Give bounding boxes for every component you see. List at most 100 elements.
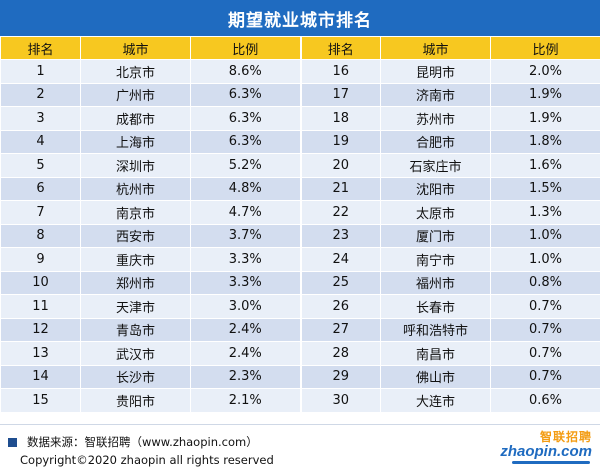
rank-cell: 5 — [0, 153, 81, 178]
table-row: 5 深圳市 5.2% 20 石家庄市 1.6% — [0, 153, 600, 178]
table-header-row: 排名 城市 比例 排名 城市 比例 — [0, 36, 600, 60]
rank-cell: 20 — [299, 153, 381, 178]
bullet-square-icon — [8, 437, 17, 447]
ratio-cell: 1.0% — [490, 247, 600, 272]
rank-cell: 15 — [0, 388, 81, 413]
rank-cell: 11 — [0, 294, 81, 319]
ratio-cell: 2.4% — [190, 341, 301, 366]
ratio-cell: 1.3% — [490, 200, 600, 225]
header-rank: 排名 — [0, 36, 81, 60]
rank-cell: 27 — [299, 317, 381, 342]
city-cell: 石家庄市 — [380, 153, 491, 178]
city-cell: 太原市 — [380, 200, 491, 225]
ratio-cell: 6.3% — [190, 129, 301, 154]
city-cell: 苏州市 — [380, 106, 491, 131]
rank-cell: 25 — [299, 270, 381, 295]
ratio-cell: 0.6% — [490, 388, 600, 413]
rank-cell: 29 — [299, 364, 381, 389]
city-cell: 杭州市 — [80, 176, 191, 201]
ratio-cell: 6.3% — [190, 106, 301, 131]
city-cell: 上海市 — [80, 129, 191, 154]
table-row: 15 贵阳市 2.1% 30 大连市 0.6% — [0, 388, 600, 413]
header-ratio: 比例 — [190, 36, 301, 60]
city-cell: 北京市 — [80, 59, 191, 84]
city-cell: 呼和浩特市 — [380, 317, 491, 342]
ratio-cell: 1.6% — [490, 153, 600, 178]
city-cell: 佛山市 — [380, 364, 491, 389]
zhaopin-logo: 智联招聘 zhaopin.com — [500, 428, 592, 466]
city-cell: 厦门市 — [380, 223, 491, 248]
rank-cell: 2 — [0, 82, 81, 107]
ratio-cell: 4.8% — [190, 176, 301, 201]
city-cell: 福州市 — [380, 270, 491, 295]
ratio-cell: 0.7% — [490, 317, 600, 342]
city-cell: 合肥市 — [380, 129, 491, 154]
logo-cn-text: 智联招聘 — [539, 430, 592, 444]
header-city: 城市 — [80, 36, 191, 60]
rank-cell: 19 — [299, 129, 381, 154]
ratio-cell: 6.3% — [190, 82, 301, 107]
logo-swoosh-icon — [512, 461, 590, 464]
ratio-cell: 3.3% — [190, 270, 301, 295]
city-cell: 天津市 — [80, 294, 191, 319]
city-cell: 沈阳市 — [380, 176, 491, 201]
city-cell: 南昌市 — [380, 341, 491, 366]
rank-cell: 7 — [0, 200, 81, 225]
ratio-cell: 2.1% — [190, 388, 301, 413]
ratio-cell: 0.7% — [490, 364, 600, 389]
table-row: 14 长沙市 2.3% 29 佛山市 0.7% — [0, 364, 600, 389]
header-city: 城市 — [380, 36, 491, 60]
rank-cell: 3 — [0, 106, 81, 131]
city-cell: 贵阳市 — [80, 388, 191, 413]
rank-cell: 28 — [299, 341, 381, 366]
ratio-cell: 1.8% — [490, 129, 600, 154]
city-cell: 西安市 — [80, 223, 191, 248]
table-row: 13 武汉市 2.4% 28 南昌市 0.7% — [0, 341, 600, 366]
header-ratio: 比例 — [490, 36, 600, 60]
data-source: 数据来源：智联招聘（www.zhaopin.com） — [8, 434, 258, 450]
rank-cell: 18 — [299, 106, 381, 131]
page-title: 期望就业城市排名 — [0, 0, 600, 36]
rank-cell: 22 — [299, 200, 381, 225]
city-cell: 广州市 — [80, 82, 191, 107]
rank-cell: 9 — [0, 247, 81, 272]
table-row: 10 郑州市 3.3% 25 福州市 0.8% — [0, 270, 600, 295]
rank-cell: 21 — [299, 176, 381, 201]
table-row: 6 杭州市 4.8% 21 沈阳市 1.5% — [0, 176, 600, 201]
copyright-text: Copyright©2020 zhaopin all rights reserv… — [20, 453, 274, 467]
ratio-cell: 1.5% — [490, 176, 600, 201]
data-source-text: 数据来源：智联招聘（www.zhaopin.com） — [27, 435, 258, 449]
table-row: 12 青岛市 2.4% 27 呼和浩特市 0.7% — [0, 317, 600, 342]
rank-cell: 16 — [299, 59, 381, 84]
ratio-cell: 2.4% — [190, 317, 301, 342]
rank-cell: 8 — [0, 223, 81, 248]
ratio-cell: 5.2% — [190, 153, 301, 178]
logo-en-text: zhaopin.com — [500, 443, 592, 460]
city-cell: 青岛市 — [80, 317, 191, 342]
ranking-table: 排名 城市 比例 排名 城市 比例 1 北京市 8.6% 16 昆明市 2.0% 2 广州市 6… — [0, 36, 600, 413]
ratio-cell: 3.0% — [190, 294, 301, 319]
city-cell: 大连市 — [380, 388, 491, 413]
ratio-cell: 1.0% — [490, 223, 600, 248]
ratio-cell: 0.7% — [490, 341, 600, 366]
rank-cell: 13 — [0, 341, 81, 366]
ratio-cell: 2.3% — [190, 364, 301, 389]
city-cell: 武汉市 — [80, 341, 191, 366]
rank-cell: 24 — [299, 247, 381, 272]
rank-cell: 12 — [0, 317, 81, 342]
ratio-cell: 1.9% — [490, 82, 600, 107]
rank-cell: 26 — [299, 294, 381, 319]
city-cell: 昆明市 — [380, 59, 491, 84]
rank-cell: 14 — [0, 364, 81, 389]
city-cell: 长春市 — [380, 294, 491, 319]
rank-cell: 10 — [0, 270, 81, 295]
rank-cell: 4 — [0, 129, 81, 154]
rank-cell: 6 — [0, 176, 81, 201]
city-cell: 南京市 — [80, 200, 191, 225]
ratio-cell: 1.9% — [490, 106, 600, 131]
rank-cell: 17 — [299, 82, 381, 107]
ratio-cell: 3.7% — [190, 223, 301, 248]
city-cell: 深圳市 — [80, 153, 191, 178]
ratio-cell: 2.0% — [490, 59, 600, 84]
table-row: 11 天津市 3.0% 26 长春市 0.7% — [0, 294, 600, 319]
